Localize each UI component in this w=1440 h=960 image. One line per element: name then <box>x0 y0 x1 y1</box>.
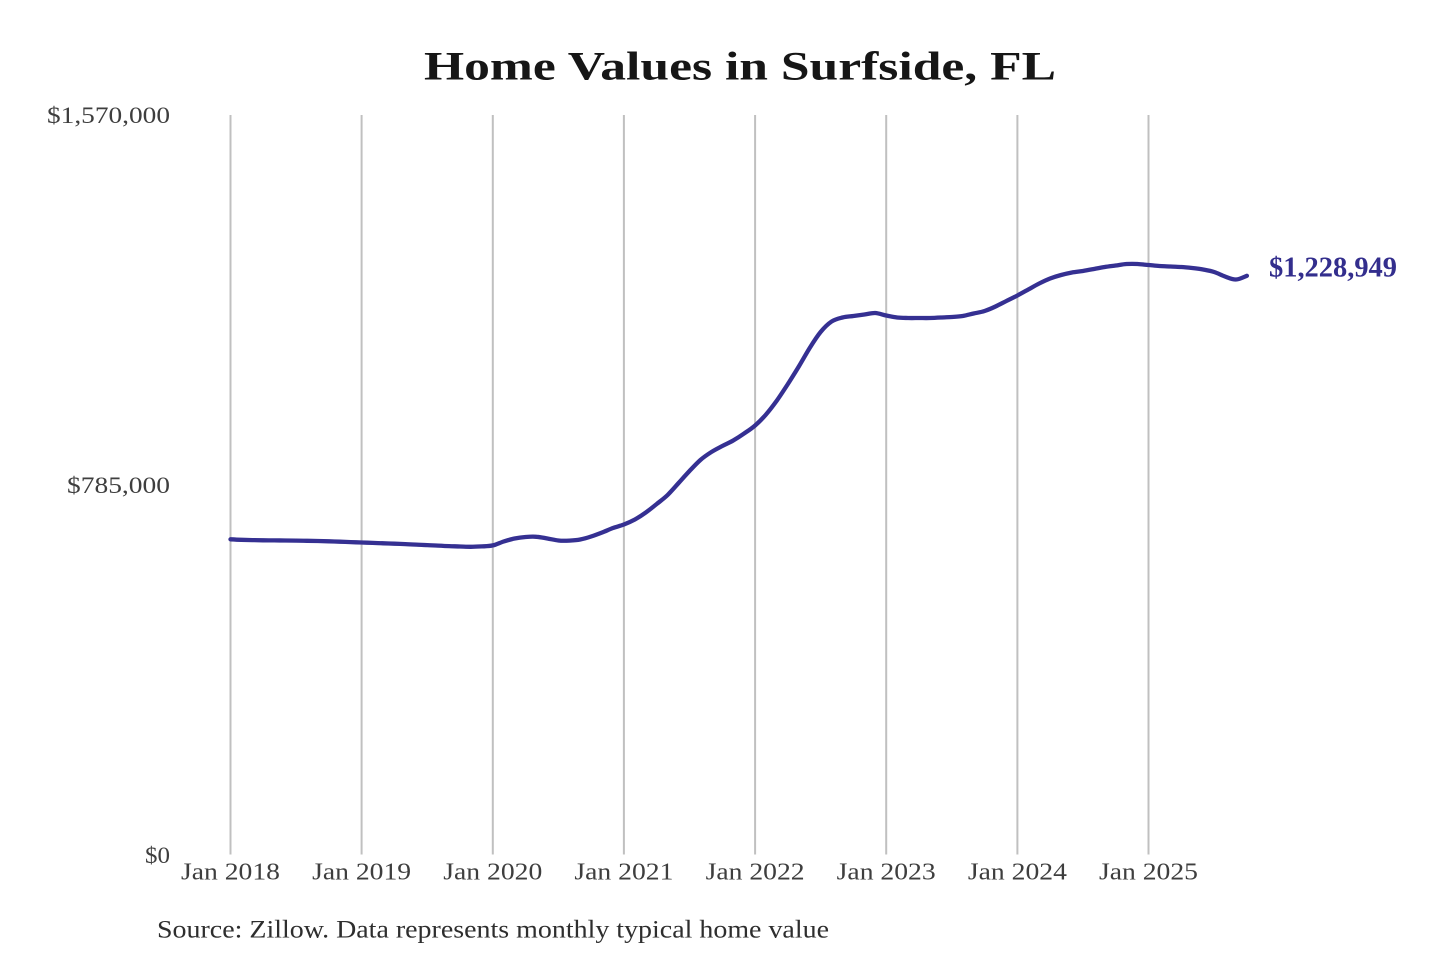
svg-text:Jan 2023: Jan 2023 <box>837 860 936 886</box>
svg-text:$1,570,000: $1,570,000 <box>47 103 170 128</box>
svg-text:$1,228,949: $1,228,949 <box>1269 253 1397 284</box>
svg-text:Jan 2025: Jan 2025 <box>1099 860 1198 886</box>
svg-text:Home Values in Surfside, FL: Home Values in Surfside, FL <box>424 44 1056 89</box>
svg-text:$785,000: $785,000 <box>67 473 170 498</box>
svg-text:Jan 2018: Jan 2018 <box>181 860 280 886</box>
svg-text:Jan 2021: Jan 2021 <box>574 860 673 886</box>
svg-text:Jan 2024: Jan 2024 <box>968 860 1067 886</box>
svg-text:Source: Zillow. Data represent: Source: Zillow. Data represents monthly … <box>157 915 829 944</box>
svg-text:Jan 2020: Jan 2020 <box>443 860 542 886</box>
svg-text:Jan 2019: Jan 2019 <box>312 860 411 886</box>
svg-text:$0: $0 <box>145 843 170 868</box>
svg-text:Jan 2022: Jan 2022 <box>706 860 805 886</box>
